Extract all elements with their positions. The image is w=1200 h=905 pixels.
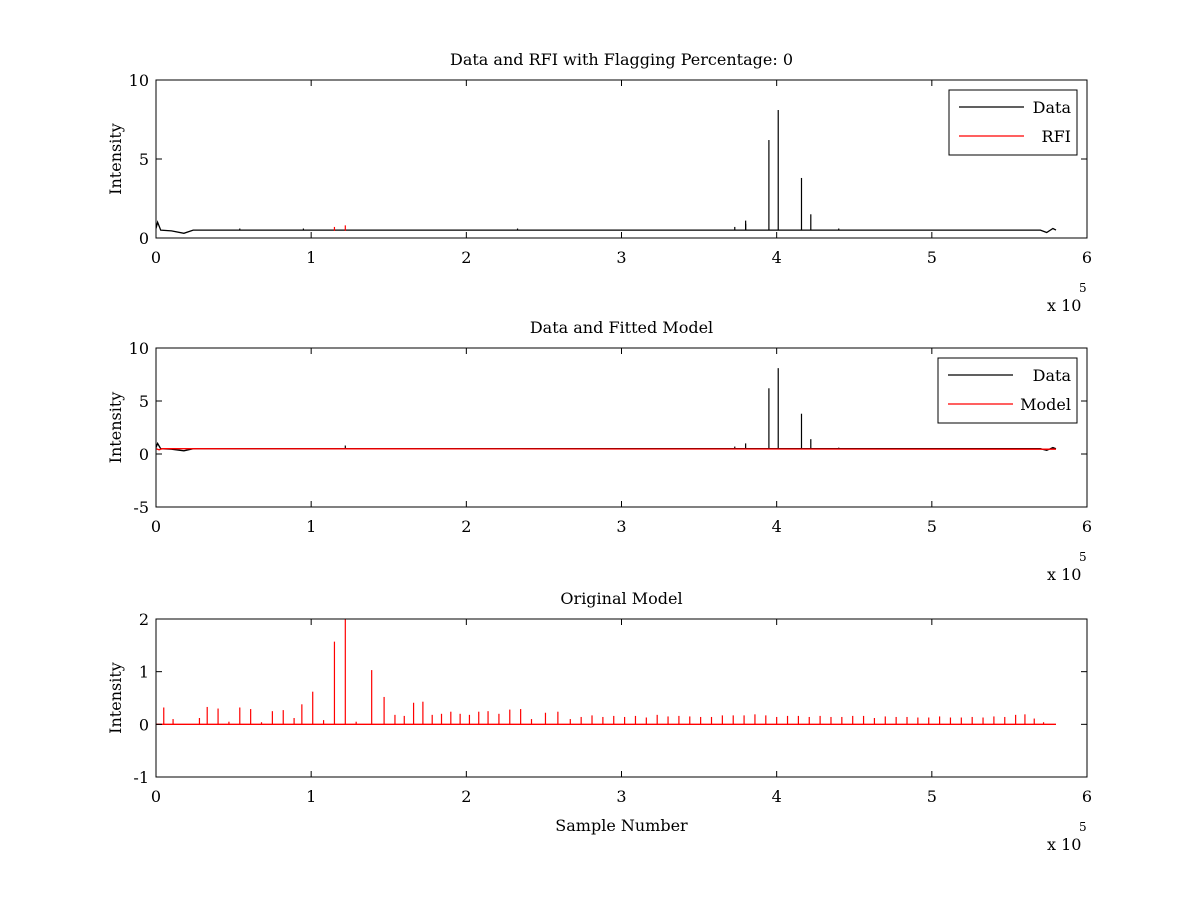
legend-entry-label: Data <box>1033 98 1072 117</box>
y-axis-label: Intensity <box>106 662 125 734</box>
series-model <box>156 448 1057 451</box>
x-axis-label: Sample Number <box>555 816 688 835</box>
y-tick-label: -5 <box>133 498 149 517</box>
x-tick-label: 4 <box>772 517 782 536</box>
y-tick-label: 10 <box>129 71 149 90</box>
x-tick-label: 2 <box>461 787 471 806</box>
x-multiplier: x 10 <box>1047 565 1081 584</box>
x-tick-label: 3 <box>616 517 626 536</box>
x-tick-label: 2 <box>461 248 471 267</box>
x-tick-label: 6 <box>1082 517 1092 536</box>
x-multiplier-exponent: 5 <box>1079 550 1087 564</box>
x-multiplier: x 10 <box>1047 296 1081 315</box>
series-data <box>156 368 1057 452</box>
y-tick-label: 5 <box>139 392 149 411</box>
x-tick-label: 2 <box>461 517 471 536</box>
legend: Data RFI <box>948 89 1078 156</box>
x-tick-label: 0 <box>151 248 161 267</box>
plot-area <box>156 368 1057 452</box>
x-tick-label: 1 <box>306 517 316 536</box>
series-rfi <box>333 225 346 231</box>
y-axis-label: Intensity <box>106 123 125 195</box>
series-line <box>156 448 1057 451</box>
x-tick-label: 6 <box>1082 787 1092 806</box>
legend-entry-label: Data <box>1033 366 1072 385</box>
x-tick-label: 1 <box>306 248 316 267</box>
y-tick-label: -1 <box>133 768 149 787</box>
x-tick-label: 1 <box>306 787 316 806</box>
x-tick-label: 3 <box>616 248 626 267</box>
x-tick-label: 0 <box>151 517 161 536</box>
y-tick-label: 0 <box>139 445 149 464</box>
y-tick-label: 0 <box>139 715 149 734</box>
series-data <box>156 110 1057 234</box>
y-axis-label: Intensity <box>106 392 125 464</box>
series-model <box>156 619 1056 725</box>
axes-frame <box>155 618 1088 778</box>
y-tick-label: 2 <box>139 610 149 629</box>
series-line <box>156 220 1057 234</box>
legend-box <box>937 357 1078 424</box>
x-tick-label: 4 <box>772 248 782 267</box>
legend-entry-label: Model <box>1020 395 1071 414</box>
x-tick-label: 5 <box>927 517 937 536</box>
axes-frame <box>155 79 1088 239</box>
x-tick-label: 5 <box>927 787 937 806</box>
plot-area <box>156 619 1056 725</box>
subplot-title: Data and Fitted Model <box>530 318 713 337</box>
x-tick-label: 5 <box>927 248 937 267</box>
y-tick-label: 5 <box>139 150 149 169</box>
y-tick-label: 1 <box>139 663 149 682</box>
x-tick-label: 3 <box>616 787 626 806</box>
plot-area <box>156 110 1057 234</box>
subplot-title: Original Model <box>560 589 682 608</box>
x-tick-label: 0 <box>151 787 161 806</box>
subplot-title: Data and RFI with Flagging Percentage: 0 <box>450 50 793 69</box>
y-tick-label: 10 <box>129 339 149 358</box>
legend-box <box>948 89 1078 156</box>
x-multiplier-exponent: 5 <box>1079 820 1087 834</box>
y-tick-label: 0 <box>139 229 149 248</box>
legend: Data Model <box>937 357 1078 424</box>
x-tick-label: 6 <box>1082 248 1092 267</box>
x-multiplier: x 10 <box>1047 835 1081 854</box>
x-tick-label: 4 <box>772 787 782 806</box>
x-multiplier-exponent: 5 <box>1079 281 1087 295</box>
legend-entry-label: RFI <box>1042 127 1071 146</box>
